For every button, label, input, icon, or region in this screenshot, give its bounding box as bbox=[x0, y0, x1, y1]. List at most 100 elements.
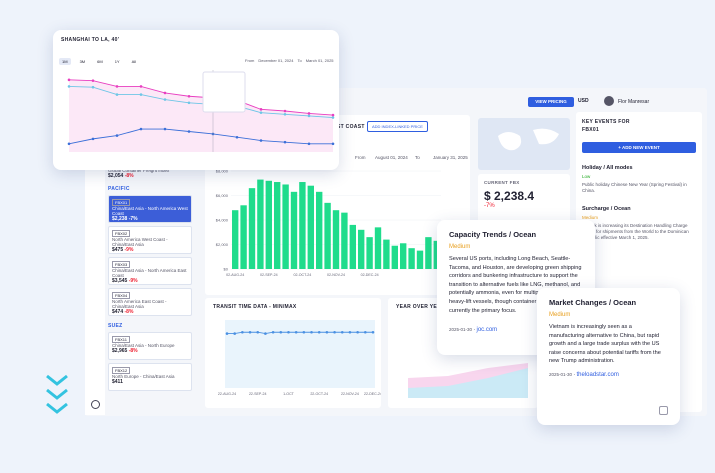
map bbox=[478, 118, 570, 170]
route-price: $474 -8% bbox=[112, 309, 188, 315]
x-tick-label: 1-OCT bbox=[283, 392, 295, 396]
to-label: To bbox=[297, 58, 302, 63]
current-value: $ 2,238.4 bbox=[484, 189, 535, 203]
overlay-card: SHANGHAI TO LA, 40' 1M 3M 6M 1Y All From Dece… bbox=[53, 30, 339, 170]
event-category: Surcharge / Ocean bbox=[582, 206, 631, 212]
x-tick-label: 02-AUG-24 bbox=[226, 273, 244, 277]
event-text: Public holiday Chinese New Year (Spring … bbox=[582, 182, 687, 193]
bar-chart: $0 $2,000 $4,000 $6,000 $8,000 02-AUG-24 02-SE… bbox=[216, 169, 441, 277]
route-name: China/East Asia - North Europe bbox=[112, 343, 175, 348]
point bbox=[163, 98, 167, 101]
date: 2025-01-30 bbox=[549, 371, 573, 377]
bar bbox=[400, 243, 407, 269]
level: Medium bbox=[549, 312, 571, 318]
panel-title: TRANSIT TIME DATA - MIN/MAX bbox=[213, 304, 297, 310]
point bbox=[371, 330, 375, 334]
event-text: Maersk is increasing its Destination Han… bbox=[582, 223, 689, 240]
range-button[interactable]: All bbox=[131, 59, 137, 64]
bar bbox=[332, 210, 340, 269]
route-name: North America West Coast - China/East As… bbox=[112, 237, 168, 247]
bar bbox=[265, 180, 272, 269]
route-code: FBX03 bbox=[112, 261, 131, 268]
line bbox=[68, 85, 334, 119]
source[interactable]: joc.com bbox=[476, 327, 498, 333]
price: $3,545 bbox=[112, 278, 128, 284]
point bbox=[310, 330, 313, 334]
x-tick-label: 02-SEP-24 bbox=[260, 273, 278, 277]
range-button[interactable]: 3M bbox=[79, 59, 86, 64]
from-date[interactable]: December 01, 2024 bbox=[258, 58, 294, 63]
events-title: KEY EVENTS FOR FBX01 bbox=[582, 119, 630, 133]
icon[interactable] bbox=[91, 400, 100, 409]
point bbox=[364, 330, 367, 334]
range-button[interactable]: 6M bbox=[97, 59, 103, 64]
y-tick-label: $6,000 bbox=[216, 193, 229, 198]
point bbox=[307, 114, 311, 118]
view-pricing-button[interactable]: VIEW PRICING bbox=[528, 97, 574, 107]
avatar[interactable] bbox=[604, 96, 614, 106]
current-label: CURRENT FBX bbox=[484, 180, 520, 185]
x-tick-label: 02-DEC-24 bbox=[361, 273, 379, 277]
range-button[interactable]: 1M bbox=[59, 58, 71, 65]
overlay-chart bbox=[67, 70, 335, 152]
y-tick-label: $4,000 bbox=[216, 218, 229, 223]
range-button[interactable]: 1Y bbox=[114, 59, 120, 64]
change: -7% bbox=[128, 216, 138, 222]
point bbox=[139, 127, 143, 131]
route-item[interactable]: FBX11 China/East Asia - North Europe $2,96… bbox=[108, 332, 192, 360]
point bbox=[307, 142, 311, 146]
x-tick-label: 22-DEC-24 bbox=[364, 392, 381, 396]
point bbox=[91, 85, 95, 89]
route-item[interactable]: FBX01 China/East Asia - North America Wes… bbox=[108, 195, 192, 223]
bar bbox=[391, 245, 398, 269]
point bbox=[331, 113, 335, 117]
add-event-button[interactable]: + ADD NEW EVENT bbox=[582, 142, 696, 153]
point bbox=[225, 332, 229, 335]
bar bbox=[374, 227, 382, 269]
panel-title: ST COAST bbox=[337, 124, 365, 130]
point bbox=[302, 330, 306, 334]
change: -9% bbox=[124, 247, 134, 253]
bar bbox=[307, 185, 314, 269]
route-item[interactable]: FBX04 North America East Coast - China/Ea… bbox=[108, 288, 192, 316]
source[interactable]: theloadstar.com bbox=[576, 371, 619, 378]
x-tick-label: 22-OCT-24 bbox=[310, 392, 328, 396]
route-item[interactable]: FBX12 North Europe - China/East Asia $411 bbox=[108, 363, 192, 391]
to-date[interactable]: January 31, 2025 bbox=[433, 155, 468, 160]
price: $474 bbox=[112, 309, 124, 315]
add-price-button[interactable]: ADD INDEX-LINKED PRICE bbox=[367, 121, 428, 132]
card-title: Capacity Trends / Ocean bbox=[449, 230, 537, 239]
point bbox=[241, 330, 244, 334]
point bbox=[233, 332, 236, 335]
area bbox=[69, 79, 333, 152]
next-button[interactable] bbox=[659, 406, 668, 415]
route-price: $2,965 -8% bbox=[112, 348, 188, 354]
point bbox=[283, 140, 287, 144]
date: 2025-01-30 bbox=[449, 327, 473, 332]
card-title: Market Changes / Ocean bbox=[549, 298, 637, 307]
point bbox=[139, 93, 143, 96]
plot-bg bbox=[225, 320, 375, 388]
from-label: From bbox=[355, 155, 366, 160]
point bbox=[187, 94, 191, 98]
x-tick-label: 02-OCT-24 bbox=[294, 273, 312, 277]
map-shapes bbox=[498, 128, 559, 151]
route-price: $411 bbox=[112, 379, 188, 385]
point bbox=[91, 79, 95, 82]
bar bbox=[257, 179, 264, 269]
to-label: To bbox=[415, 155, 420, 160]
point bbox=[287, 330, 290, 334]
bar bbox=[408, 248, 415, 269]
point bbox=[325, 330, 329, 334]
price: $411 bbox=[112, 379, 123, 385]
bar bbox=[232, 210, 239, 269]
from-date[interactable]: August 01, 2024 bbox=[375, 155, 408, 160]
route-item[interactable]: FBX03 China/East Asia - North America Eas… bbox=[108, 257, 192, 285]
group-name: PACIFIC bbox=[108, 186, 130, 192]
to-date[interactable]: March 01, 2025 bbox=[305, 58, 334, 63]
currency[interactable]: USD bbox=[578, 98, 589, 104]
point bbox=[294, 330, 298, 334]
route-item[interactable]: FBX02 North America West Coast - China/Ea… bbox=[108, 226, 192, 254]
point bbox=[259, 139, 263, 142]
